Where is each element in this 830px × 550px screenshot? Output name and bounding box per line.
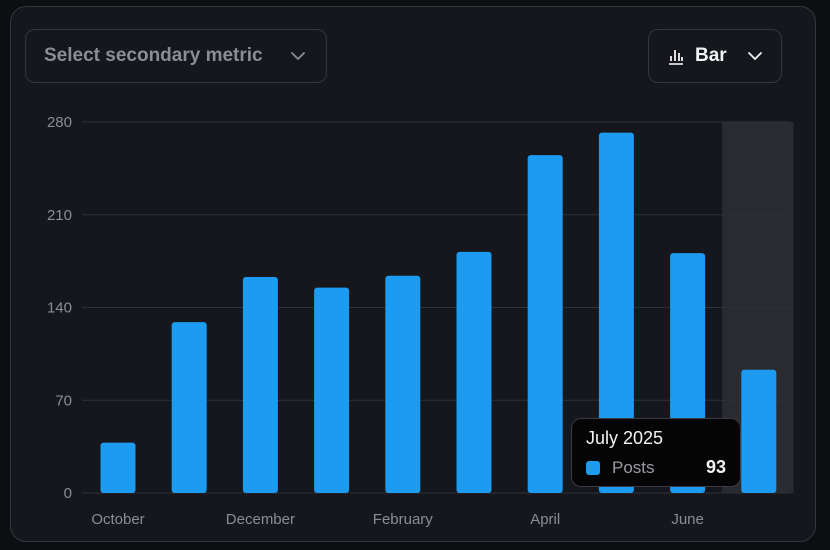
y-tick-label: 140 bbox=[47, 300, 72, 317]
chart-tooltip: July 2025 Posts 93 bbox=[571, 418, 741, 487]
chevron-down-icon bbox=[291, 52, 305, 60]
bar-chart-icon bbox=[669, 50, 683, 65]
chevron-down-icon bbox=[748, 52, 762, 60]
y-tick-label: 210 bbox=[47, 207, 72, 224]
tooltip-row: Posts 93 bbox=[586, 457, 726, 478]
bar-january[interactable] bbox=[314, 287, 350, 493]
x-tick-label: February bbox=[373, 511, 434, 528]
bar-april[interactable] bbox=[527, 155, 563, 493]
y-tick-label: 0 bbox=[64, 485, 72, 502]
bar-november[interactable] bbox=[171, 322, 207, 493]
x-tick-label: April bbox=[530, 511, 560, 528]
tooltip-title: July 2025 bbox=[586, 428, 664, 448]
tooltip-series-swatch bbox=[586, 460, 600, 475]
bar-february[interactable] bbox=[385, 275, 421, 493]
x-tick-label: October bbox=[91, 511, 144, 528]
bar-july[interactable] bbox=[741, 369, 777, 493]
tooltip-value: 93 bbox=[705, 457, 726, 477]
chart-type-label: Bar bbox=[695, 45, 727, 66]
bar-october[interactable] bbox=[100, 442, 136, 493]
bar-december[interactable] bbox=[242, 277, 278, 493]
chart-type-select[interactable]: Bar bbox=[648, 29, 782, 83]
x-tick-label: June bbox=[671, 511, 704, 528]
y-tick-label: 70 bbox=[55, 392, 72, 409]
bar-may[interactable] bbox=[598, 132, 634, 493]
y-tick-label: 280 bbox=[47, 114, 72, 131]
secondary-metric-placeholder: Select secondary metric bbox=[44, 45, 263, 66]
tooltip-series-name: Posts bbox=[612, 457, 655, 477]
bar-march[interactable] bbox=[456, 251, 492, 493]
secondary-metric-select[interactable]: Select secondary metric bbox=[25, 29, 327, 83]
x-tick-label: December bbox=[226, 511, 295, 528]
